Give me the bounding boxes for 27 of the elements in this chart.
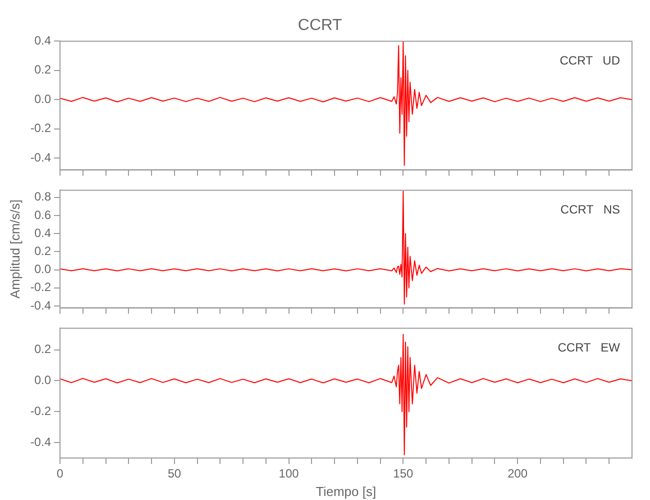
x-tick-label: 50 — [168, 466, 182, 481]
y-tick-label: -0.4 — [30, 434, 52, 449]
annotation: CCRT EW — [558, 340, 621, 355]
y-tick-label: 0.0 — [34, 262, 52, 276]
y-tick-label: 0.2 — [34, 244, 52, 258]
y-tick-label: 0.0 — [34, 92, 52, 106]
chart-title: CCRT — [298, 17, 342, 34]
annotation: CCRT UD — [560, 54, 620, 68]
y-tick-label: 0.8 — [34, 190, 52, 204]
annotation: CCRT NS — [560, 202, 620, 217]
y-tick-label: 0.6 — [34, 208, 52, 222]
y-tick-label: -0.4 — [30, 150, 52, 164]
y-tick-label: -0.4 — [30, 298, 52, 312]
y-tick-label: -0.2 — [30, 404, 52, 418]
y-tick-label: 0.2 — [34, 342, 52, 356]
x-tick-label: 0 — [56, 466, 64, 481]
y-tick-label: -0.2 — [30, 121, 52, 136]
x-tick-label: 100 — [278, 466, 300, 481]
x-tick-label: 200 — [508, 466, 528, 481]
y-tick-label: -0.2 — [30, 280, 52, 294]
x-axis-title: Tiempo [s] — [316, 484, 376, 499]
y-tick-label: 0.0 — [34, 373, 52, 388]
y-axis-title: Amplitud [cm/s/s] — [7, 200, 22, 298]
y-tick-label: 0.4 — [34, 34, 52, 48]
x-tick-label: 150 — [393, 466, 414, 481]
y-tick-label: 0.2 — [34, 62, 52, 77]
y-tick-label: 0.4 — [34, 226, 52, 240]
